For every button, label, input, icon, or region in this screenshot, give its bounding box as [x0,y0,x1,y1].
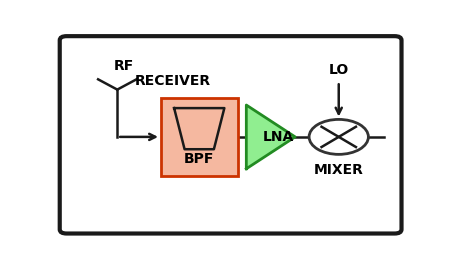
FancyBboxPatch shape [60,36,401,234]
Bar [161,98,238,176]
Text: LNA: LNA [263,130,294,144]
Text: RF: RF [114,59,134,73]
Polygon shape [246,105,295,169]
Text: BPF: BPF [184,152,214,166]
Text: LO: LO [328,63,349,77]
Text: RECEIVER: RECEIVER [135,73,211,88]
Text: MIXER: MIXER [314,163,364,176]
Circle shape [309,119,369,154]
